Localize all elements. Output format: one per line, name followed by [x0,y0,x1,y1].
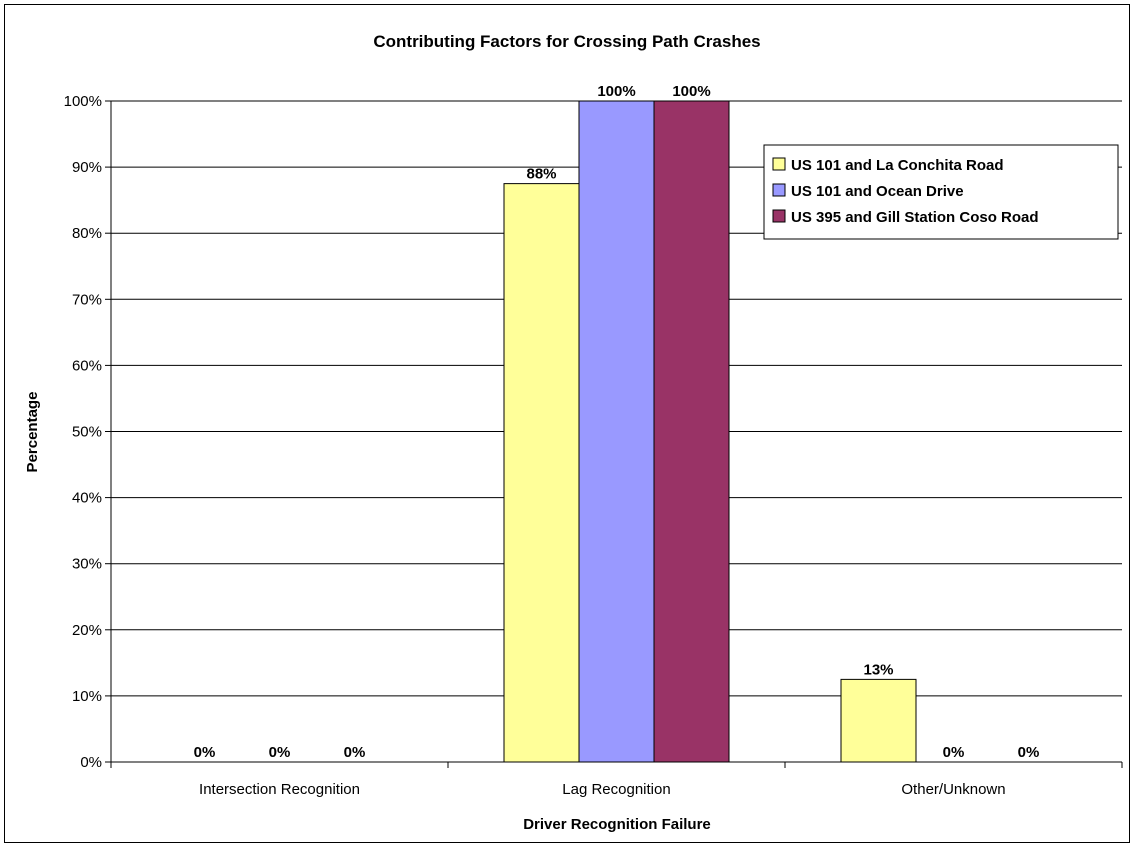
data-label: 88% [526,166,556,183]
x-tick-label: Other/Unknown [901,781,1005,798]
y-tick-label: 80% [72,225,102,242]
data-label: 0% [269,744,291,761]
data-label: 0% [943,744,965,761]
y-tick-label: 70% [72,291,102,308]
bar [653,100,730,763]
x-tick-label: Lag Recognition [562,781,670,798]
legend-swatch [772,157,786,171]
y-tick-label: 100% [64,93,102,110]
legend-label: US 395 and Gill Station Coso Road [791,209,1039,226]
y-tick-label: 50% [72,424,102,441]
y-tick-label: 60% [72,357,102,374]
legend-swatch [772,183,786,197]
bar [503,183,580,763]
legend-label: US 101 and La Conchita Road [791,157,1004,174]
x-axis-title: Driver Recognition Failure [523,816,711,833]
legend-label: US 101 and Ocean Drive [791,183,964,200]
data-label: 0% [1018,744,1040,761]
y-tick-label: 20% [72,622,102,639]
data-label: 0% [344,744,366,761]
bar [840,678,917,763]
data-label: 100% [672,83,710,100]
bar [578,100,655,763]
data-label: 0% [194,744,216,761]
legend: US 101 and La Conchita Road US 101 and Oc… [763,144,1119,240]
x-tick-label: Intersection Recognition [199,781,360,798]
y-tick-label: 10% [72,688,102,705]
chart-title: Contributing Factors for Crossing Path C… [373,32,760,51]
y-tick-label: 0% [80,754,102,771]
data-label: 100% [597,83,635,100]
legend-box [763,144,1119,240]
legend-swatch [772,209,786,223]
data-label: 13% [863,661,893,678]
y-tick-label: 90% [72,159,102,176]
y-axis-title: Percentage [24,392,41,473]
y-tick-label: 30% [72,556,102,573]
y-tick-label: 40% [72,490,102,507]
